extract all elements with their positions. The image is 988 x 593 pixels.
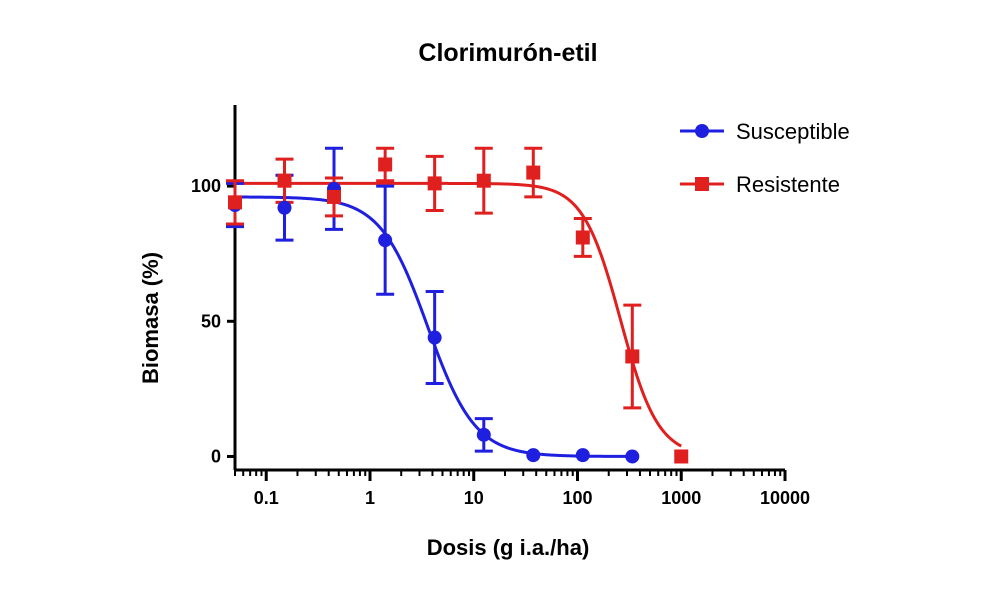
x-tick-label: 100 (562, 488, 592, 508)
x-tick-label: 1 (365, 488, 375, 508)
x-tick-label: 10000 (760, 488, 810, 508)
data-point (327, 189, 342, 204)
y-tick-label: 100 (191, 176, 221, 196)
data-point (575, 448, 590, 463)
y-tick-label: 0 (211, 446, 221, 466)
legend-label: Resistente (736, 172, 840, 197)
data-point (625, 349, 640, 364)
chart-title: Clorimurón-etil (418, 39, 597, 67)
legend: Susceptible Resistente (680, 119, 850, 197)
data-point (277, 173, 292, 188)
legend-label: Susceptible (736, 119, 850, 144)
data-point (277, 200, 292, 215)
legend-marker (695, 124, 709, 138)
data-point (674, 449, 689, 464)
x-tick-label: 1000 (661, 488, 701, 508)
data-point (575, 230, 590, 245)
axes: 0 50 100 0.1 1 10 100 1000 10000 (191, 105, 810, 508)
data-point (476, 427, 491, 442)
data-point (378, 157, 393, 172)
data-points (228, 157, 689, 464)
x-tick-label: 0.1 (254, 488, 279, 508)
x-axis-label: Dosis (g i.a./ha) (427, 535, 590, 560)
fit-curves (234, 181, 682, 458)
data-point (427, 176, 442, 191)
y-tick-label: 50 (201, 311, 221, 331)
error-bars (226, 146, 642, 453)
x-tick-label: 10 (464, 488, 484, 508)
data-point (476, 173, 491, 188)
data-point (526, 165, 541, 180)
y-axis-label: Biomasa (%) (138, 252, 163, 384)
fit-curve (235, 181, 682, 448)
data-point (228, 195, 242, 210)
data-point (427, 330, 442, 345)
legend-marker (695, 177, 709, 191)
data-point (625, 449, 640, 464)
data-point (526, 448, 541, 463)
data-point (378, 233, 393, 248)
